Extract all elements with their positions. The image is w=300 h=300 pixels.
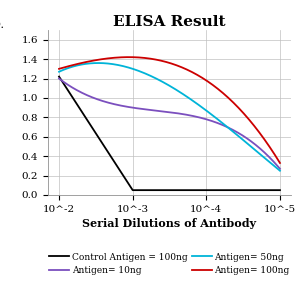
Control Antigen = 100ng (205, 188, 208, 192)
Legend: Control Antigen = 100ng, Antigen= 10ng, Antigen= 50ng, Antigen= 100ng: Control Antigen = 100ng, Antigen= 10ng, … (46, 249, 293, 279)
Antigen= 100ng (58, 67, 61, 70)
Antigen= 10ng (58, 77, 61, 81)
Antigen= 100ng (190, 70, 193, 74)
Antigen= 10ng (257, 146, 261, 150)
Title: ELISA Result: ELISA Result (113, 15, 226, 29)
Antigen= 10ng (278, 167, 282, 171)
Antigen= 50ng (58, 70, 61, 73)
Antigen= 100ng (258, 132, 262, 135)
Antigen= 100ng (278, 161, 282, 165)
Control Antigen = 100ng (131, 188, 134, 192)
Antigen= 100ng (57, 67, 61, 70)
Line: Control Antigen = 100ng: Control Antigen = 100ng (59, 76, 280, 190)
X-axis label: Serial Dilutions of Antibody: Serial Dilutions of Antibody (82, 218, 256, 229)
Antigen= 50ng (57, 70, 61, 74)
Control Antigen = 100ng (57, 75, 61, 78)
Line: Antigen= 100ng: Antigen= 100ng (59, 57, 280, 163)
Antigen= 50ng (244, 140, 248, 144)
Antigen= 10ng (188, 114, 192, 117)
Antigen= 50ng (190, 98, 193, 101)
Antigen= 10ng (243, 135, 247, 139)
Antigen= 50ng (258, 152, 262, 156)
Antigen= 50ng (96, 61, 100, 65)
Antigen= 100ng (189, 70, 192, 73)
Antigen= 50ng (193, 100, 197, 104)
Antigen= 10ng (57, 77, 61, 80)
Antigen= 10ng (189, 114, 192, 117)
Line: Antigen= 50ng: Antigen= 50ng (59, 63, 280, 171)
Antigen= 100ng (244, 114, 248, 118)
Line: Antigen= 10ng: Antigen= 10ng (59, 79, 280, 169)
Antigen= 50ng (189, 98, 192, 101)
Antigen= 100ng (127, 55, 130, 59)
Control Antigen = 100ng (278, 188, 282, 192)
Antigen= 100ng (193, 72, 197, 75)
Antigen= 50ng (278, 169, 282, 172)
Antigen= 10ng (193, 115, 196, 118)
Text: O.D.: O.D. (0, 20, 4, 30)
